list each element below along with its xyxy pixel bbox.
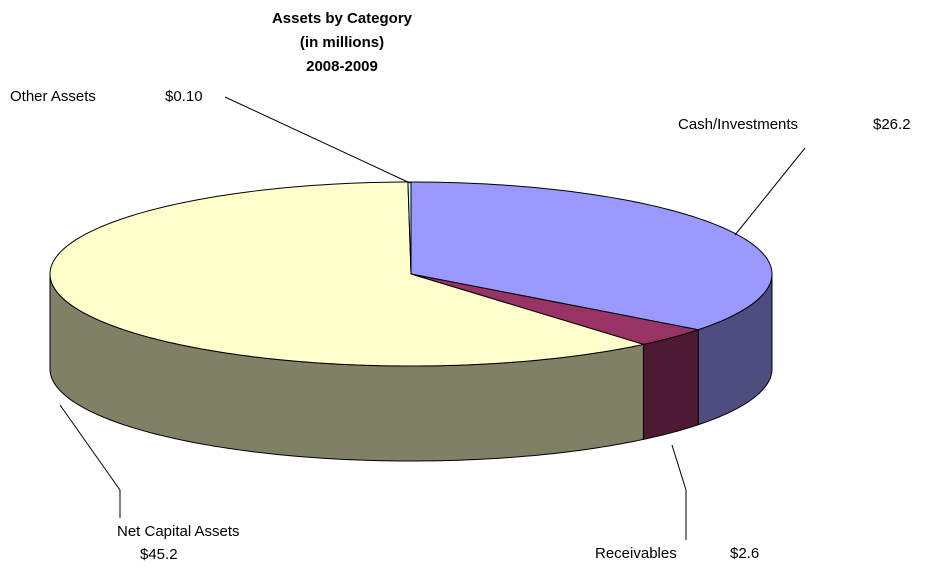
category-label: Cash/Investments: [678, 116, 798, 133]
value-label: $26.2: [873, 116, 911, 133]
category-label: Receivables: [595, 545, 677, 562]
category-label: Net Capital Assets: [117, 523, 240, 540]
category-label: Other Assets: [10, 88, 96, 105]
leader-line: [734, 147, 806, 236]
pie-slice: [49, 181, 644, 367]
value-label: $45.2: [140, 546, 178, 563]
pie-slice: [410, 273, 699, 345]
chart-subtitle: 2008-2009: [306, 58, 378, 75]
value-label: $0.10: [165, 88, 203, 105]
pie-slice: [410, 181, 773, 331]
leader-line: [59, 404, 121, 518]
leader-line: [224, 96, 411, 184]
value-label: $2.6: [730, 545, 759, 562]
chart-subtitle: (in millions): [300, 34, 384, 51]
labels: Cash/Investments $26.2 Receivables $2.6 Net …: [10, 88, 911, 563]
chart-title: Assets by Category: [272, 10, 413, 27]
leader-line: [671, 444, 687, 540]
pie: [49, 181, 773, 462]
pie-slice: [407, 181, 412, 275]
pie-side: [642, 329, 699, 440]
